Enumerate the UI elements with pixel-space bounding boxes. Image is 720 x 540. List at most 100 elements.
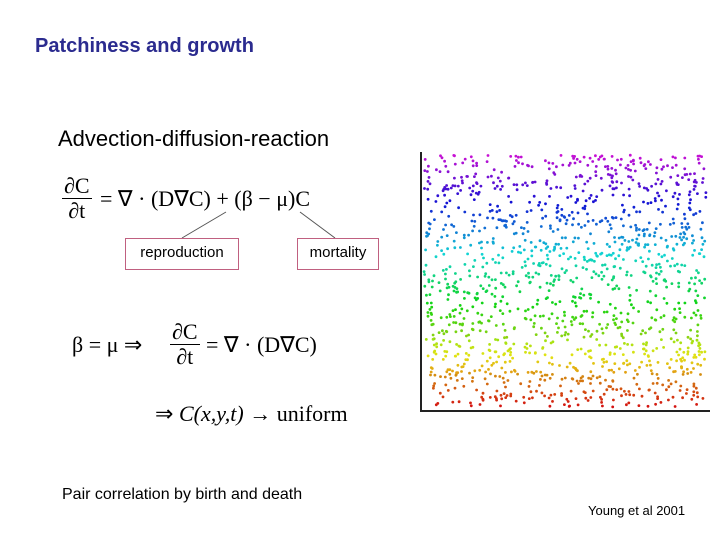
- particle: [589, 194, 593, 197]
- particle: [655, 166, 659, 170]
- particle: [491, 257, 495, 261]
- particle: [635, 226, 638, 230]
- particle: [611, 251, 615, 255]
- particle: [696, 330, 699, 333]
- particle: [451, 309, 455, 312]
- particle: [497, 253, 500, 257]
- particle: [614, 306, 617, 310]
- particle: [662, 346, 665, 349]
- particle: [591, 389, 595, 393]
- particle: [701, 221, 704, 225]
- particle: [646, 404, 650, 408]
- particle: [690, 361, 694, 365]
- particle: [584, 199, 588, 203]
- particle: [612, 398, 615, 402]
- particle: [656, 395, 659, 399]
- particle: [583, 204, 587, 208]
- particle: [702, 167, 706, 171]
- particle: [639, 332, 643, 336]
- particle: [434, 352, 438, 356]
- particle: [700, 248, 703, 251]
- particle: [581, 322, 585, 326]
- particle: [659, 270, 663, 273]
- particle: [667, 379, 670, 382]
- particle: [551, 301, 554, 304]
- particle: [680, 226, 684, 229]
- particle: [478, 368, 482, 372]
- particle: [611, 193, 615, 197]
- particle: [560, 394, 563, 397]
- particle: [493, 295, 497, 298]
- particle: [627, 247, 630, 251]
- particle: [519, 155, 523, 159]
- particle: [492, 361, 495, 365]
- particle: [563, 216, 567, 219]
- particle: [502, 392, 506, 395]
- particle: [657, 208, 660, 211]
- particle: [641, 260, 645, 263]
- particle: [495, 226, 499, 230]
- particle: [446, 247, 449, 251]
- particle: [426, 354, 430, 358]
- particle: [571, 223, 574, 227]
- particle: [503, 285, 507, 289]
- particle: [505, 271, 508, 275]
- particle: [611, 387, 615, 391]
- particle: [436, 194, 440, 198]
- particle: [453, 162, 457, 166]
- particle: [503, 352, 506, 356]
- equation-rhs: = ∇ · (D∇C) + (β − μ)C: [100, 186, 311, 211]
- particle: [588, 355, 591, 359]
- particle: [439, 375, 442, 378]
- particle: [544, 202, 547, 206]
- particle: [655, 373, 659, 376]
- particle: [549, 187, 553, 190]
- particle: [484, 330, 488, 334]
- particle: [640, 360, 643, 364]
- particle: [629, 175, 633, 179]
- particle: [654, 227, 658, 230]
- equation-line: ⇒ C(x,y,t) → uniform: [155, 401, 348, 427]
- particle: [642, 228, 646, 232]
- particle: [529, 318, 533, 322]
- particle: [575, 368, 578, 372]
- particle: [661, 383, 665, 387]
- particle: [632, 350, 635, 354]
- particle: [469, 346, 473, 350]
- particle: [649, 275, 653, 279]
- particle: [680, 359, 683, 363]
- particle: [662, 314, 666, 318]
- particle: [499, 299, 503, 303]
- particle: [463, 157, 467, 161]
- particle: [579, 173, 582, 177]
- particle: [572, 217, 575, 221]
- particle: [619, 387, 623, 391]
- particle: [666, 164, 669, 168]
- particle: [526, 163, 529, 167]
- particle: [501, 376, 505, 380]
- particle: [478, 329, 482, 333]
- particle: [495, 210, 499, 214]
- particle: [644, 264, 648, 268]
- particle: [570, 323, 574, 327]
- particle: [557, 326, 560, 330]
- particle: [659, 401, 663, 404]
- particle: [642, 342, 645, 346]
- particle: [501, 295, 505, 299]
- particle: [504, 385, 507, 389]
- particle: [541, 346, 545, 349]
- particle: [533, 180, 537, 184]
- particle: [631, 238, 634, 242]
- particle: [468, 269, 471, 273]
- particle: [538, 201, 542, 204]
- particle: [456, 363, 460, 367]
- particle: [556, 316, 559, 320]
- implies: ⇒: [155, 401, 174, 426]
- particle: [528, 200, 531, 204]
- particle: [426, 187, 430, 191]
- particle: [600, 188, 604, 192]
- particle: [427, 176, 431, 179]
- particle: [505, 394, 509, 397]
- particle: [614, 168, 617, 172]
- particle: [575, 276, 579, 280]
